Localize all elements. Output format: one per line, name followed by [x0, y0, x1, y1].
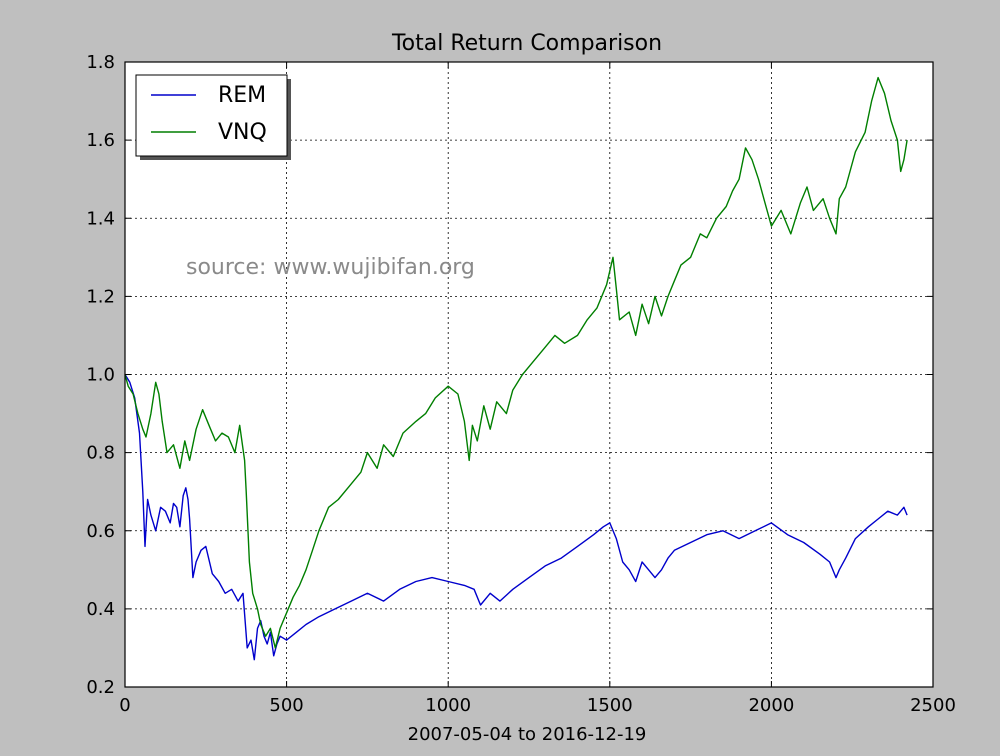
- axis-ticks: 0 500 1000 1500 2000 2500 0.2 0.4 0.6 0.8 1.0 1.2 1.…: [86, 52, 956, 716]
- x-tick-label: 0: [119, 695, 130, 716]
- series-layer: [124, 76, 908, 661]
- y-tick-label: 1.0: [86, 365, 115, 386]
- source-annotation: source: www.wujibifan.org: [186, 255, 475, 280]
- x-tick-label: 2500: [910, 695, 956, 716]
- y-tick-label: 1.2: [86, 286, 115, 307]
- legend-box: [135, 74, 288, 157]
- y-tick-label: 0.8: [86, 443, 115, 464]
- series-line-rem: [124, 374, 908, 661]
- y-tick-label: 1.4: [86, 208, 115, 229]
- plot-area: [125, 62, 933, 687]
- y-tick-label: 0.6: [86, 521, 115, 542]
- y-tick-label: 0.4: [86, 599, 115, 620]
- legend: REM VNQ: [135, 74, 291, 160]
- y-tick-label: 0.2: [86, 677, 115, 698]
- legend-label-rem: REM: [218, 83, 266, 108]
- chart-title: Total Return Comparison: [391, 31, 662, 56]
- grid-lines: [125, 62, 933, 687]
- x-tick-label: 500: [269, 695, 303, 716]
- y-tick-label: 1.6: [86, 130, 115, 151]
- x-axis-label: 2007-05-04 to 2016-12-19: [408, 724, 647, 745]
- x-tick-label: 1000: [425, 695, 471, 716]
- x-tick-label: 2000: [748, 695, 794, 716]
- x-tick-label: 1500: [587, 695, 633, 716]
- y-tick-label: 1.8: [86, 52, 115, 73]
- series-line-vnq: [124, 76, 908, 649]
- legend-label-vnq: VNQ: [218, 120, 267, 145]
